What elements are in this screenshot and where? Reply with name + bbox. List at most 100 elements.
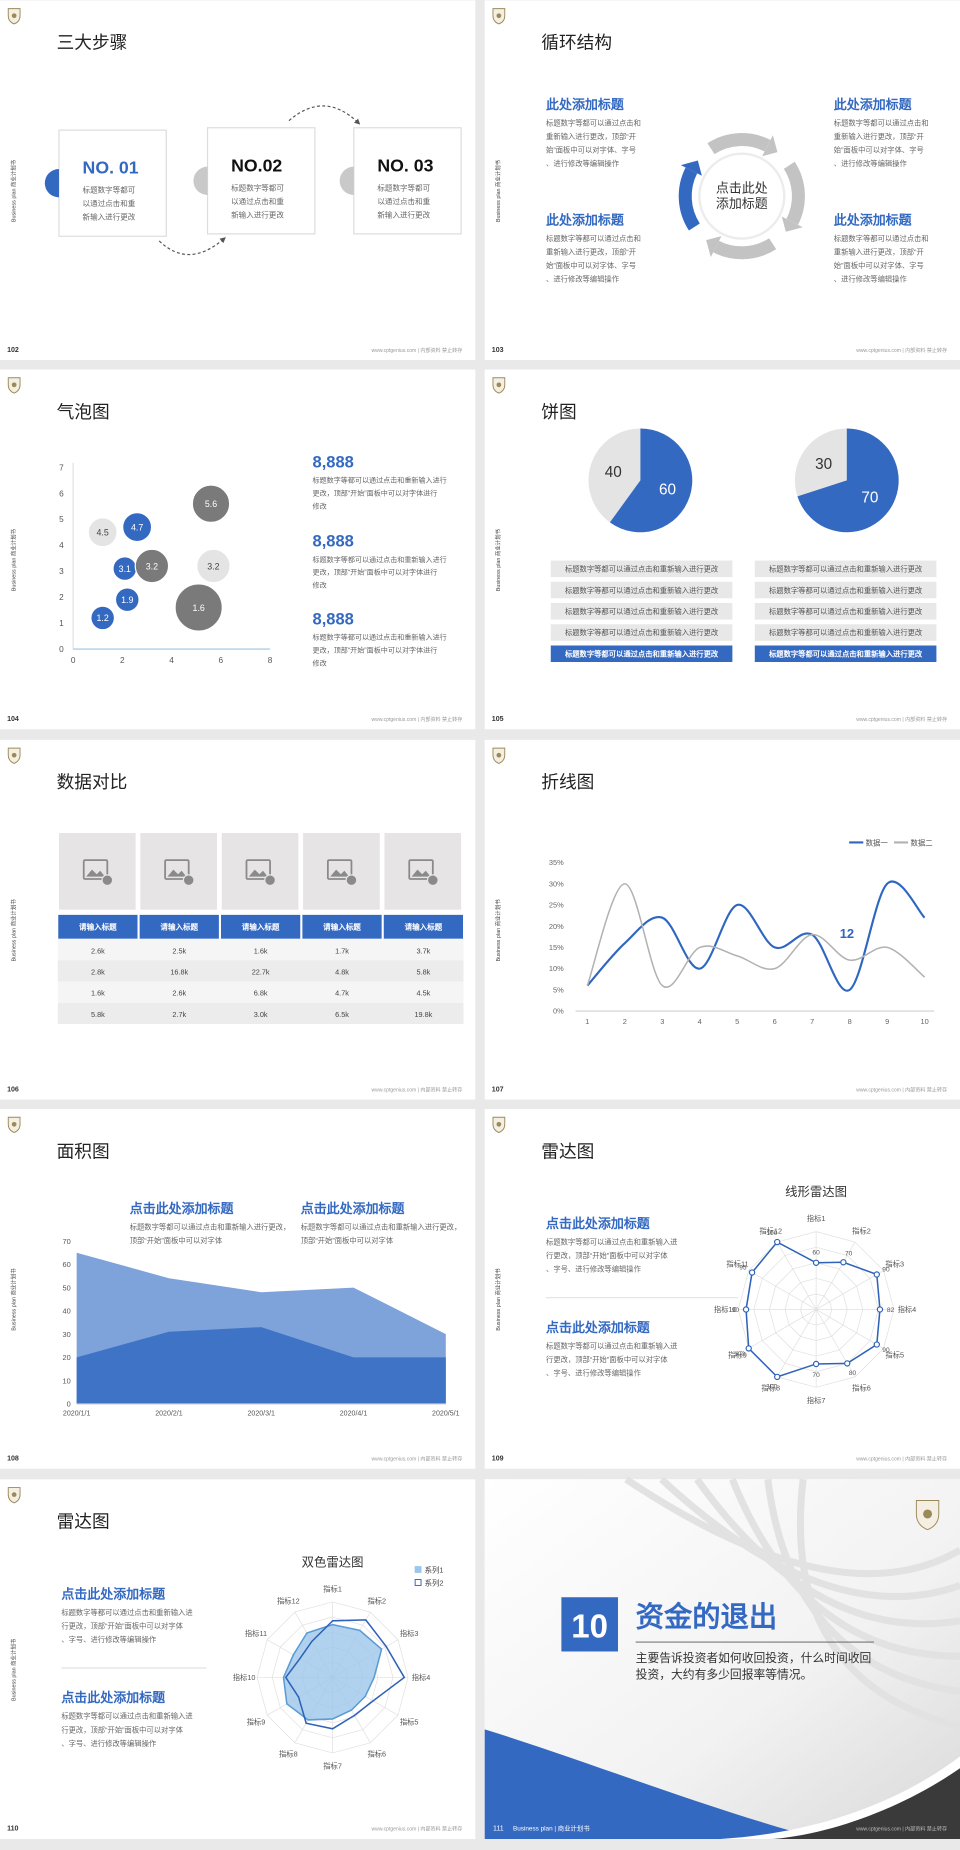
bubble — [122, 512, 153, 543]
image-icon — [86, 869, 105, 877]
page-number: 106 — [7, 1086, 19, 1093]
pie-slice — [588, 428, 641, 523]
axis-label: 指标11 — [245, 1629, 267, 1638]
radar-series — [282, 1623, 383, 1721]
axis-label: 指标3 — [885, 1260, 904, 1269]
y-tick-label: 20 — [63, 1353, 71, 1362]
item-text: 标题数字等都可以通过点击和重新输入进行更改，顶部“开始”面板中可以对字体、字号、… — [61, 1712, 193, 1748]
cycle-arc — [707, 133, 771, 155]
radar-spoke — [815, 1270, 884, 1310]
y-tick-label: 50 — [63, 1283, 71, 1292]
axis-label: 指标1 — [807, 1214, 826, 1223]
item-heading: 此处添加标题 — [546, 97, 624, 112]
step-label: NO.02 — [231, 155, 282, 175]
axis-label: 指标5 — [885, 1350, 904, 1359]
axis-label: 指标11 — [726, 1260, 748, 1269]
list-item — [550, 581, 733, 599]
item-heading: 点击此处添加标题 — [301, 1201, 405, 1216]
slice-label: 60 — [659, 482, 676, 499]
radar-point — [812, 1259, 820, 1266]
cycle-arrowhead — [706, 236, 722, 258]
y-tick-label: 0 — [67, 1400, 71, 1409]
radar-point — [774, 1238, 781, 1246]
slide: Business plan 商业计划书 106 www.cptgenius.com … — [0, 739, 476, 1100]
y-tick-label: 0% — [553, 1007, 564, 1016]
side-label: Business plan 商业计划书 — [9, 1268, 17, 1331]
side-label: Business plan 商业计划书 — [494, 159, 502, 222]
footer: www.cptgenius.com | 内部资料 禁止转存 — [372, 716, 463, 723]
x-tick-label: 0 — [71, 656, 76, 665]
y-tick-label: 7 — [59, 463, 64, 472]
table-cell: 2.5k — [172, 946, 186, 955]
item-text: 标题数字等都可以通过点击和重新输入进行更改，顶部“开始”面板中可以对字体、字号、… — [546, 1341, 678, 1377]
y-tick-label: 35% — [549, 858, 564, 867]
bubble — [114, 587, 140, 613]
stat-text: 标题数字等都可以通过点击和重新输入进行更改，顶部“开始”面板中可以对字体进行修改 — [313, 633, 447, 668]
table-cell: 2.7k — [172, 1010, 186, 1019]
area-series — [76, 1327, 446, 1404]
data-label: 3.2 — [207, 561, 219, 571]
footer: www.cptgenius.com | 内部资料 禁止转存 — [372, 347, 463, 354]
item-text: 标题数字等都可以通过点击和重新输入进行更改，顶部“开始”面板中可以对字体、字号、… — [546, 234, 641, 284]
legend-label: 系列1 — [425, 1564, 444, 1574]
image-icon — [167, 869, 187, 877]
step-label: NO. 01 — [83, 158, 139, 178]
data-label: 80 — [849, 1370, 857, 1377]
step-text: 标题数字等都可以通过点击和重新输入进行更改 — [231, 182, 284, 219]
item-text: 标题数字等都可以通过点击和重新输入进行更改，顶部“开始”面板中可以对字体、字号、… — [834, 234, 929, 284]
stat-text: 标题数字等都可以通过点击和重新输入进行更改，顶部“开始”面板中可以对字体进行修改 — [313, 476, 447, 511]
cycle-arc — [783, 161, 805, 225]
image-icon — [182, 874, 195, 887]
table-header: 请输入标题 — [160, 922, 198, 932]
item-text: 标题数字等都可以通过点击和重新输入进行更改，顶部“开始”面板中可以对字体 — [301, 1222, 462, 1245]
y-tick-label: 60 — [63, 1260, 71, 1269]
step-tab — [193, 166, 208, 195]
y-tick-label: 3 — [59, 567, 64, 576]
axis-label: 指标7 — [323, 1761, 342, 1770]
axis-label: 指标10 — [714, 1305, 737, 1314]
x-tick-label: 10 — [920, 1017, 928, 1026]
item-heading: 此处添加标题 — [834, 212, 912, 227]
footer: www.cptgenius.com | 内部资料 禁止转存 — [856, 347, 947, 354]
bubble — [191, 484, 231, 523]
slide-title: 三大步骤 — [57, 33, 128, 53]
table-cell: 3.7k — [416, 946, 430, 955]
axis-label: 指标6 — [852, 1384, 871, 1393]
radar-point — [812, 1360, 820, 1368]
y-tick-label: 30 — [63, 1330, 71, 1339]
image-icon — [411, 869, 431, 877]
slice-label: 30 — [815, 456, 832, 473]
cycle-arc — [678, 167, 700, 231]
slide-title: 雷达图 — [541, 1141, 594, 1161]
bubble — [196, 548, 231, 584]
radar-spoke — [815, 1309, 884, 1349]
table-header: 请输入标题 — [79, 922, 117, 932]
footer: www.cptgenius.com | 内部资料 禁止转存 — [856, 1826, 947, 1833]
data-label: 100 — [766, 1383, 777, 1390]
list-item — [550, 624, 733, 641]
table-cell: 22.7k — [252, 968, 270, 977]
axis-label: 指标4 — [898, 1305, 917, 1314]
slice-label: 70 — [861, 489, 878, 506]
list-text: 标题数字等都可以通过点击和重新输入进行更改 — [769, 586, 923, 595]
page-number: 109 — [492, 1455, 504, 1462]
table-cell: 2.6k — [91, 946, 105, 955]
side-label: Business plan 商业计划书 — [9, 1638, 17, 1701]
image-placeholder — [58, 833, 136, 910]
logo-mark — [11, 13, 17, 19]
axis-label: 指标1 — [323, 1585, 342, 1594]
x-tick-label: 4 — [698, 1017, 702, 1026]
y-tick-label: 0 — [59, 645, 64, 654]
slide: Business plan 商业计划书 108 www.cptgenius.com … — [0, 1108, 476, 1469]
cycle-arrowhead — [762, 135, 778, 157]
table-cell: 1.6k — [91, 989, 105, 998]
chart-title: 双色雷达图 — [302, 1555, 364, 1570]
step-text: 标题数字等都可以通过点击和重新输入进行更改 — [377, 182, 430, 219]
legend-swatch — [414, 1566, 422, 1573]
image-icon — [82, 859, 109, 880]
cycle-arrowhead — [680, 160, 702, 176]
list-item — [754, 624, 937, 641]
image-placeholder — [221, 833, 299, 910]
y-tick-label: 5% — [553, 985, 564, 994]
